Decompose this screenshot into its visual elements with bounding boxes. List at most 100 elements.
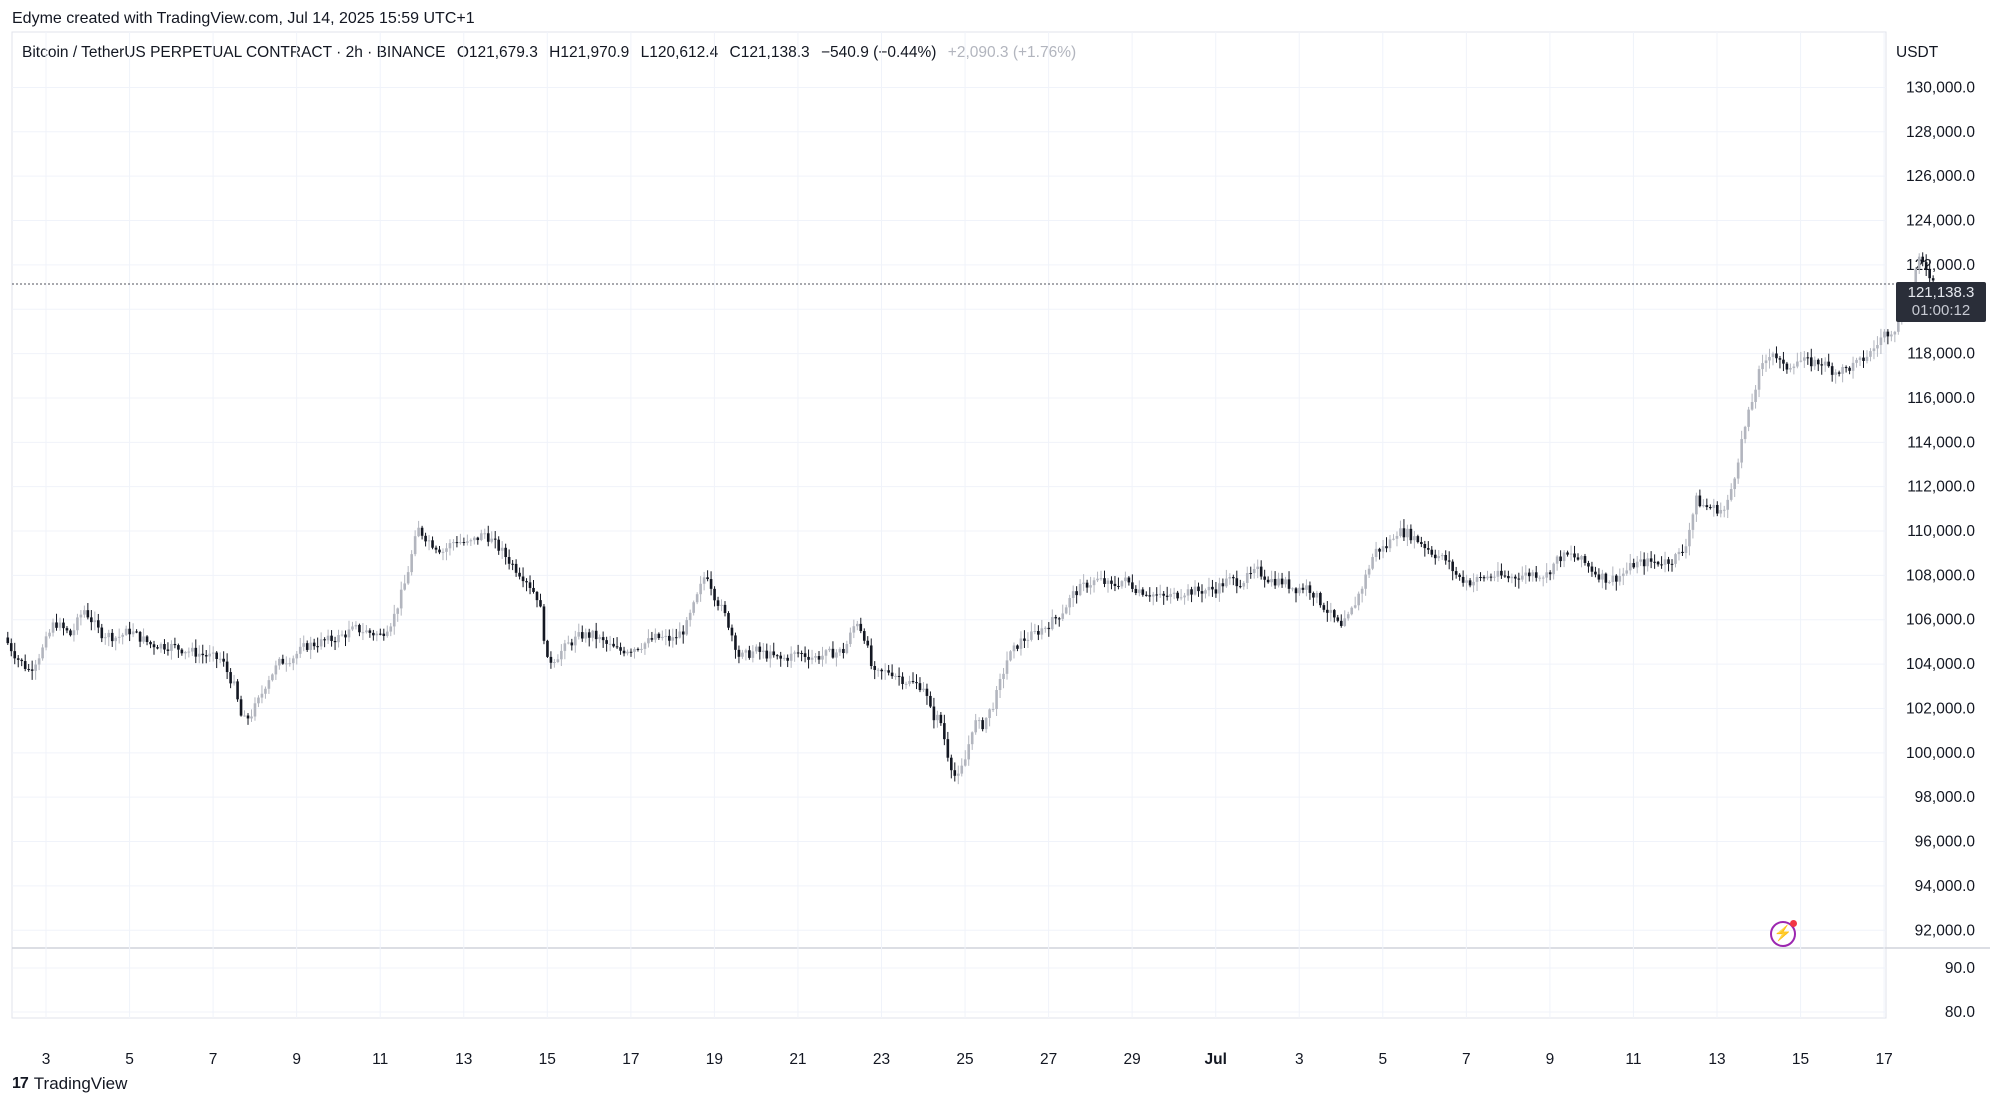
candle-body: [1750, 402, 1754, 410]
candle-body: [1249, 573, 1253, 575]
candle-body: [984, 717, 988, 730]
candle-body: [1639, 559, 1642, 562]
candle-body: [90, 617, 93, 623]
candle-body: [1433, 554, 1437, 559]
ohlc-low: L120,612.4: [640, 44, 719, 61]
candle-body: [1207, 586, 1211, 591]
candle-body: [1917, 256, 1921, 269]
candle-body: [20, 659, 24, 662]
tradingview-mark-icon: 17: [12, 1075, 29, 1092]
candle-body: [1601, 573, 1604, 580]
candle-body: [361, 632, 365, 634]
candle-body: [469, 540, 473, 542]
candle-body: [560, 650, 563, 660]
candle-body: [1312, 592, 1315, 598]
candle-body: [417, 527, 420, 537]
candle-body: [1632, 563, 1636, 568]
candle-body: [549, 656, 553, 663]
candle-body: [1534, 572, 1538, 578]
candle-body: [479, 533, 483, 541]
time-tick-label: 5: [1378, 1051, 1387, 1068]
candle-body: [452, 542, 455, 544]
tradingview-logo[interactable]: 17 TradingView: [12, 1074, 127, 1094]
candle-body: [1050, 617, 1054, 630]
candle-body: [1343, 618, 1347, 626]
candle-body: [956, 773, 960, 776]
candle-body: [493, 538, 497, 540]
candle-body: [1806, 357, 1810, 359]
candle-body: [755, 646, 758, 652]
candle-body: [768, 651, 772, 659]
candle-body: [1803, 357, 1806, 361]
candle-body: [1715, 504, 1719, 514]
candle-body: [1729, 489, 1733, 500]
candle-body: [511, 563, 514, 565]
candle-body: [1597, 574, 1601, 580]
candle-body: [1047, 627, 1051, 630]
candle-body: [915, 682, 918, 684]
candle-body: [1458, 574, 1461, 577]
candle-body: [786, 657, 789, 661]
candle-body: [1284, 579, 1287, 585]
candle-body: [333, 640, 337, 643]
time-tick-label: 13: [1708, 1051, 1725, 1068]
currency-selector[interactable]: USDT: [1896, 44, 1939, 61]
candle-body: [772, 651, 776, 656]
lightning-icon[interactable]: ⚡: [1770, 920, 1797, 947]
candle-body: [532, 587, 535, 592]
candle-body: [1078, 583, 1082, 596]
candle-body: [1221, 583, 1225, 587]
candle-body: [326, 635, 330, 641]
candle-body: [859, 623, 863, 632]
candle-body: [441, 551, 445, 553]
candle-body: [1475, 577, 1479, 582]
candle-body: [1298, 587, 1301, 594]
candle-body: [528, 582, 532, 588]
candle-body: [1879, 337, 1883, 346]
candle-body: [365, 630, 368, 633]
candle-body: [671, 637, 675, 641]
candle-body: [351, 626, 354, 630]
candle-body: [950, 757, 953, 771]
candle-body: [1134, 588, 1138, 593]
candle-body: [1350, 607, 1354, 615]
candle-body: [1357, 593, 1360, 606]
candle-body: [695, 594, 699, 603]
candle-body: [1855, 359, 1858, 363]
candle-body: [1329, 610, 1333, 613]
candle-body: [789, 653, 793, 661]
candle-body: [1830, 366, 1834, 375]
candle-body: [507, 557, 511, 564]
candle-body: [1326, 609, 1329, 613]
candle-body: [626, 651, 629, 654]
candle-body: [866, 640, 870, 646]
candle-body: [309, 642, 312, 650]
candle-body: [862, 631, 866, 641]
candle-body: [1719, 509, 1723, 514]
candle-body: [1559, 556, 1562, 562]
candle-body: [525, 581, 528, 583]
candle-body: [796, 652, 800, 654]
candle-body: [1451, 561, 1454, 572]
candle-body: [1071, 591, 1075, 599]
candle-body: [191, 647, 194, 652]
candle-body: [981, 720, 984, 730]
symbol-title[interactable]: Bitcoin / TetherUS PERPETUAL CONTRACT · …: [22, 44, 446, 61]
candle-body: [1677, 551, 1681, 555]
candle-body: [629, 651, 633, 653]
candle-body: [1430, 549, 1434, 555]
candle-body: [751, 651, 755, 658]
candle-body: [1402, 528, 1406, 538]
candle-body: [1183, 595, 1186, 598]
candle-body: [1764, 360, 1768, 364]
candle-body: [1197, 586, 1200, 592]
candle-body: [264, 688, 267, 694]
candle-body: [62, 622, 65, 629]
candle-body: [1785, 363, 1789, 370]
time-tick-label: 23: [873, 1051, 890, 1068]
candle-body: [817, 656, 821, 660]
candle-body: [1848, 367, 1851, 371]
candle-body: [1841, 367, 1844, 374]
candle-body: [281, 658, 285, 664]
